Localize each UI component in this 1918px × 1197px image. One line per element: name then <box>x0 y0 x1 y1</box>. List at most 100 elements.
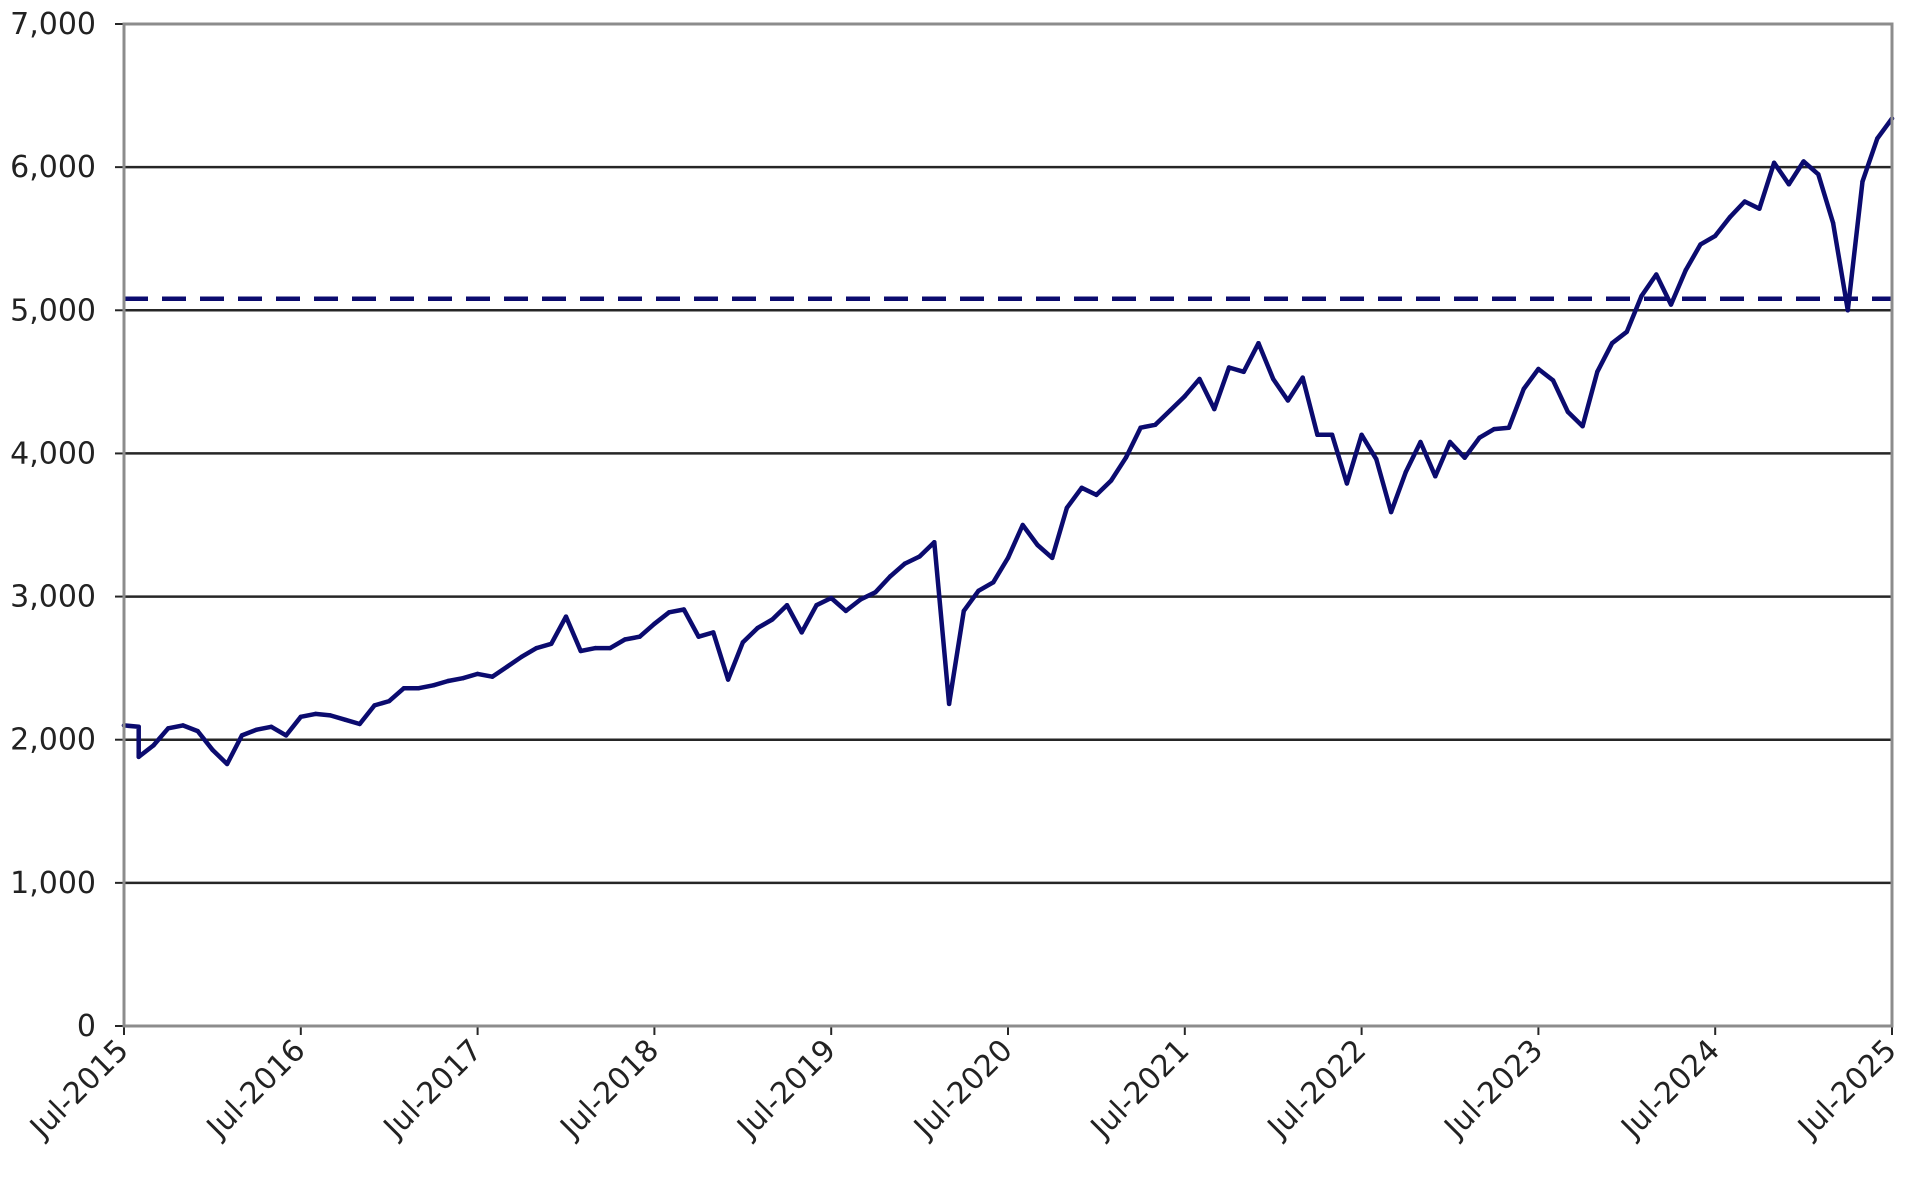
data-point <box>814 603 819 608</box>
data-point <box>357 721 362 727</box>
data-point <box>637 634 642 639</box>
data-point <box>387 698 392 704</box>
data-point <box>1727 215 1733 220</box>
data-point <box>1816 172 1821 177</box>
data-point <box>416 686 421 691</box>
data-point <box>1698 242 1703 247</box>
data-point <box>1550 378 1556 383</box>
data-point <box>504 664 510 669</box>
data-point <box>372 703 377 708</box>
data-point <box>1329 432 1335 437</box>
data-point <box>1300 375 1305 380</box>
y-tick-label: 0 <box>77 1009 96 1044</box>
plot-frame <box>122 22 1894 1028</box>
data-point <box>1521 386 1526 392</box>
data-point <box>681 607 687 612</box>
data-point <box>932 540 937 545</box>
data-point <box>269 724 274 729</box>
data-point <box>1108 478 1114 483</box>
data-point <box>1713 233 1718 239</box>
data-point <box>1536 366 1541 372</box>
data-point <box>549 641 554 646</box>
data-point <box>1138 425 1143 430</box>
data-point <box>490 674 495 679</box>
data-point <box>917 554 922 559</box>
data-point <box>195 728 200 734</box>
data-point <box>534 645 539 651</box>
x-tick-label: Jul-2018 <box>553 1033 666 1146</box>
data-point <box>1315 432 1320 437</box>
x-tick-label: Jul-2025 <box>1790 1033 1903 1146</box>
data-point <box>1182 394 1188 399</box>
data-point <box>1359 432 1364 437</box>
data-point <box>1212 406 1217 412</box>
data-point <box>902 561 908 566</box>
data-point <box>460 676 466 681</box>
data-point <box>991 580 996 585</box>
y-axis: 0 1,000 2,000 3,000 4,000 5,000 6,000 7,000 <box>10 7 124 1044</box>
data-point <box>961 608 966 614</box>
data-point <box>328 713 333 718</box>
data-point <box>1344 481 1350 486</box>
data-point <box>313 711 318 717</box>
data-point <box>873 590 878 595</box>
y-tick-label: 1,000 <box>10 866 96 901</box>
data-point <box>1668 302 1674 307</box>
data-point <box>696 634 701 639</box>
x-tick-label: Jul-2022 <box>1260 1033 1373 1146</box>
data-point <box>1742 199 1747 204</box>
y-tick-label: 5,000 <box>10 293 96 328</box>
data-point <box>770 617 775 622</box>
y-tick-label: 7,000 <box>10 7 96 42</box>
data-point <box>593 645 598 651</box>
data-point <box>298 714 303 719</box>
data-point <box>1433 474 1438 479</box>
data-point <box>475 671 480 677</box>
data-point <box>1477 435 1482 440</box>
data-point <box>1786 182 1792 187</box>
data-point <box>1845 308 1851 313</box>
x-tick-label: Jul-2017 <box>376 1033 489 1146</box>
data-point <box>1565 409 1571 415</box>
data-point <box>1757 206 1762 211</box>
x-axis: Jul-2015 Jul-2016 Jul-2017 Jul-2018 Jul-2019… <box>22 1024 1904 1146</box>
data-point <box>666 610 672 615</box>
data-point <box>1271 376 1276 382</box>
series-line <box>121 116 1895 767</box>
data-point <box>224 761 230 767</box>
data-point <box>1050 555 1055 561</box>
x-tick-label: Jul-2015 <box>22 1033 135 1146</box>
data-point <box>1167 408 1173 413</box>
data-point <box>1801 159 1806 164</box>
data-point <box>166 726 171 731</box>
x-tick-label: Jul-2024 <box>1613 1033 1726 1146</box>
data-point <box>239 733 245 738</box>
data-point <box>1418 439 1423 445</box>
plot-series <box>121 116 1895 767</box>
data-point <box>1860 179 1865 184</box>
data-point <box>1403 469 1409 475</box>
data-point <box>946 701 952 707</box>
data-point <box>1153 422 1158 427</box>
data-point <box>799 630 804 635</box>
data-point <box>1771 160 1777 165</box>
data-point <box>151 743 156 748</box>
data-point <box>445 678 451 684</box>
data-point <box>1462 455 1467 460</box>
data-point <box>1374 457 1379 462</box>
data-point <box>1256 341 1261 346</box>
data-point <box>1683 268 1688 273</box>
data-point <box>519 654 524 659</box>
data-point <box>1079 485 1084 490</box>
gridlines <box>124 165 1892 885</box>
data-point <box>1241 369 1246 374</box>
data-point <box>755 625 760 631</box>
data-point <box>1580 424 1585 429</box>
data-point <box>858 597 863 602</box>
data-point <box>1492 426 1497 432</box>
x-tick-label: Jul-2016 <box>199 1033 312 1146</box>
y-tick-label: 3,000 <box>10 580 96 615</box>
data-point <box>1609 341 1615 346</box>
data-point <box>1595 369 1600 374</box>
